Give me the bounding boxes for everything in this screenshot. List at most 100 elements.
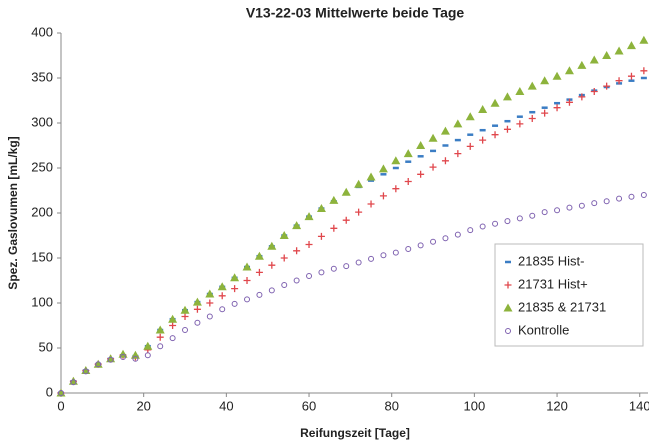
y-tick-label: 400 (31, 24, 53, 39)
marker (317, 232, 325, 240)
marker (527, 81, 537, 90)
marker (244, 296, 251, 303)
marker (640, 192, 647, 198)
marker (528, 115, 536, 122)
marker (391, 156, 401, 165)
marker (144, 352, 151, 359)
marker (143, 341, 153, 350)
marker (169, 322, 177, 329)
marker (430, 238, 437, 245)
marker (293, 277, 300, 284)
marker (242, 262, 252, 271)
marker (454, 150, 462, 158)
marker (366, 172, 376, 181)
marker (268, 261, 276, 269)
marker (502, 92, 512, 101)
marker (602, 51, 612, 59)
marker (515, 87, 525, 95)
y-tick-label: 250 (31, 159, 53, 174)
marker (182, 327, 189, 333)
legend-label: Kontrolle (518, 322, 569, 337)
marker (180, 305, 190, 314)
y-tick-label: 200 (31, 204, 53, 219)
legend-label: 21835 Hist- (518, 253, 584, 268)
marker (565, 98, 573, 106)
marker (292, 221, 302, 230)
marker (503, 125, 511, 133)
marker (268, 287, 275, 294)
x-tick-label: 40 (219, 398, 233, 413)
marker (194, 319, 201, 326)
x-tick-label: 20 (136, 398, 150, 413)
marker (392, 249, 399, 256)
marker (205, 289, 215, 298)
marker (254, 251, 264, 260)
marker (168, 314, 178, 323)
marker (541, 109, 549, 117)
marker (305, 241, 313, 248)
marker (504, 218, 511, 225)
marker (616, 195, 623, 202)
marker (193, 305, 201, 313)
marker (440, 126, 450, 135)
marker (479, 223, 486, 230)
marker (553, 104, 561, 112)
marker (404, 178, 412, 185)
marker (95, 361, 102, 368)
marker (417, 242, 424, 249)
x-tick-label: 60 (302, 398, 316, 413)
marker (603, 198, 610, 205)
marker (243, 277, 251, 284)
marker (590, 88, 598, 95)
x-tick-label: 80 (384, 398, 398, 413)
marker (615, 77, 623, 85)
marker (316, 204, 326, 212)
legend-label: 21835 & 21731 (518, 299, 606, 314)
legend-marker (503, 303, 513, 312)
marker (454, 231, 461, 238)
marker (552, 71, 562, 80)
legend-label: 21731 Hist+ (518, 276, 588, 291)
marker (614, 46, 624, 55)
marker (453, 119, 463, 128)
marker (403, 149, 413, 158)
marker (293, 247, 301, 255)
marker (578, 202, 585, 209)
marker (378, 164, 388, 173)
marker (380, 252, 387, 259)
marker (467, 227, 474, 234)
y-tick-label: 50 (39, 339, 53, 354)
marker (564, 66, 574, 75)
marker (367, 200, 375, 208)
marker (627, 72, 635, 80)
legend-marker (505, 328, 511, 334)
marker (217, 282, 227, 291)
marker (554, 207, 561, 214)
marker (640, 67, 648, 75)
marker (355, 208, 363, 216)
marker (405, 246, 412, 252)
marker (230, 273, 240, 282)
x-axis-label: Reifungszeit [Tage] (300, 426, 410, 440)
marker (255, 268, 263, 276)
marker (639, 35, 649, 44)
x-tick-label: 100 (464, 398, 486, 413)
marker (206, 299, 214, 307)
marker (58, 390, 64, 396)
x-tick-label: 0 (57, 398, 64, 413)
marker (155, 325, 165, 334)
marker (330, 224, 338, 232)
marker (132, 355, 139, 362)
y-tick-label: 350 (31, 69, 53, 84)
marker (516, 215, 523, 222)
marker (479, 136, 487, 144)
marker (603, 82, 611, 90)
marker (341, 187, 351, 196)
marker (130, 350, 140, 359)
marker (355, 259, 362, 266)
marker (192, 297, 202, 306)
marker (429, 163, 437, 171)
marker (577, 60, 587, 69)
marker (354, 179, 364, 188)
